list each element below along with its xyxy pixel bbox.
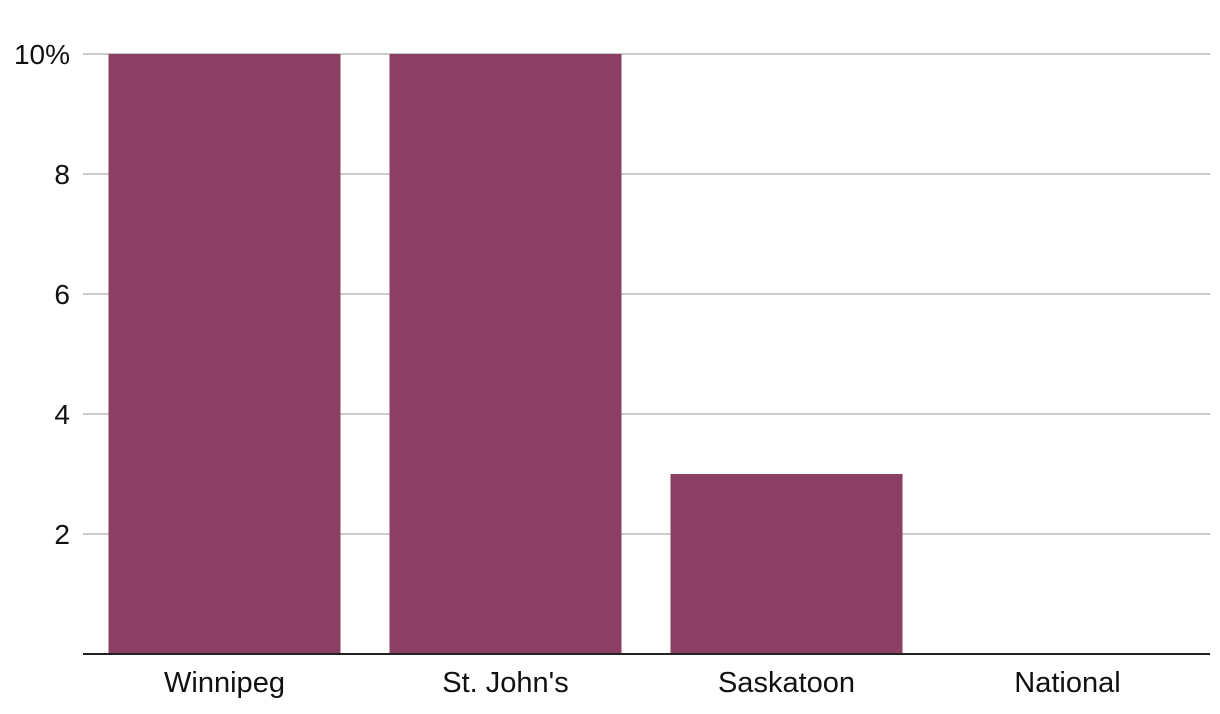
bar-st-john-s	[389, 54, 622, 654]
y-tick-label: 2	[54, 519, 70, 550]
x-category-label: Winnipeg	[164, 667, 285, 699]
y-tick-label: 10%	[14, 39, 70, 70]
x-category-label: St. John's	[442, 667, 568, 699]
bars	[108, 54, 903, 654]
y-tick-label: 4	[54, 399, 70, 430]
x-category-label: National	[1014, 667, 1120, 699]
y-tick-label: 6	[54, 279, 70, 310]
bar-winnipeg	[108, 54, 341, 654]
y-tick-label: 8	[54, 159, 70, 190]
y-axis-ticks: 2 4 6 8 10%	[14, 39, 70, 550]
x-axis-labels: Winnipeg St. John's Saskatoon National	[164, 667, 1121, 699]
x-category-label: Saskatoon	[718, 667, 855, 699]
bar-saskatoon	[670, 474, 903, 654]
